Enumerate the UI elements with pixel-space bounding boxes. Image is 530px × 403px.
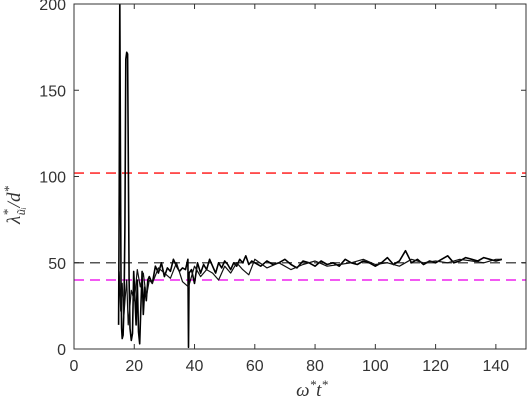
x-tick-label: 0 — [70, 358, 79, 375]
x-tick-label: 40 — [186, 358, 204, 375]
y-axis-title: λ*ũᵢ/d* — [0, 186, 28, 225]
x-axis-title: ω*t* — [296, 377, 328, 401]
x-tick-label: 20 — [125, 358, 143, 375]
series-line-1 — [118, 258, 502, 326]
y-tick-label: 50 — [48, 256, 66, 273]
x-tick-label: 120 — [422, 358, 449, 375]
y-tick-label: 0 — [57, 342, 66, 359]
x-axis-ticks: 0 20 40 60 80 100 120 140 — [70, 4, 510, 375]
reference-lines — [74, 172, 526, 281]
y-axis-ticks: 0 50 100 150 200 — [39, 0, 526, 359]
x-tick-label: 140 — [483, 358, 510, 375]
y-tick-label: 150 — [39, 83, 66, 100]
x-tick-label: 80 — [306, 358, 324, 375]
y-tick-label: 100 — [39, 170, 66, 187]
y-tick-label: 200 — [39, 0, 66, 14]
x-tick-label: 100 — [362, 358, 389, 375]
x-tick-label: 60 — [246, 358, 264, 375]
series-layer — [117, 4, 503, 349]
